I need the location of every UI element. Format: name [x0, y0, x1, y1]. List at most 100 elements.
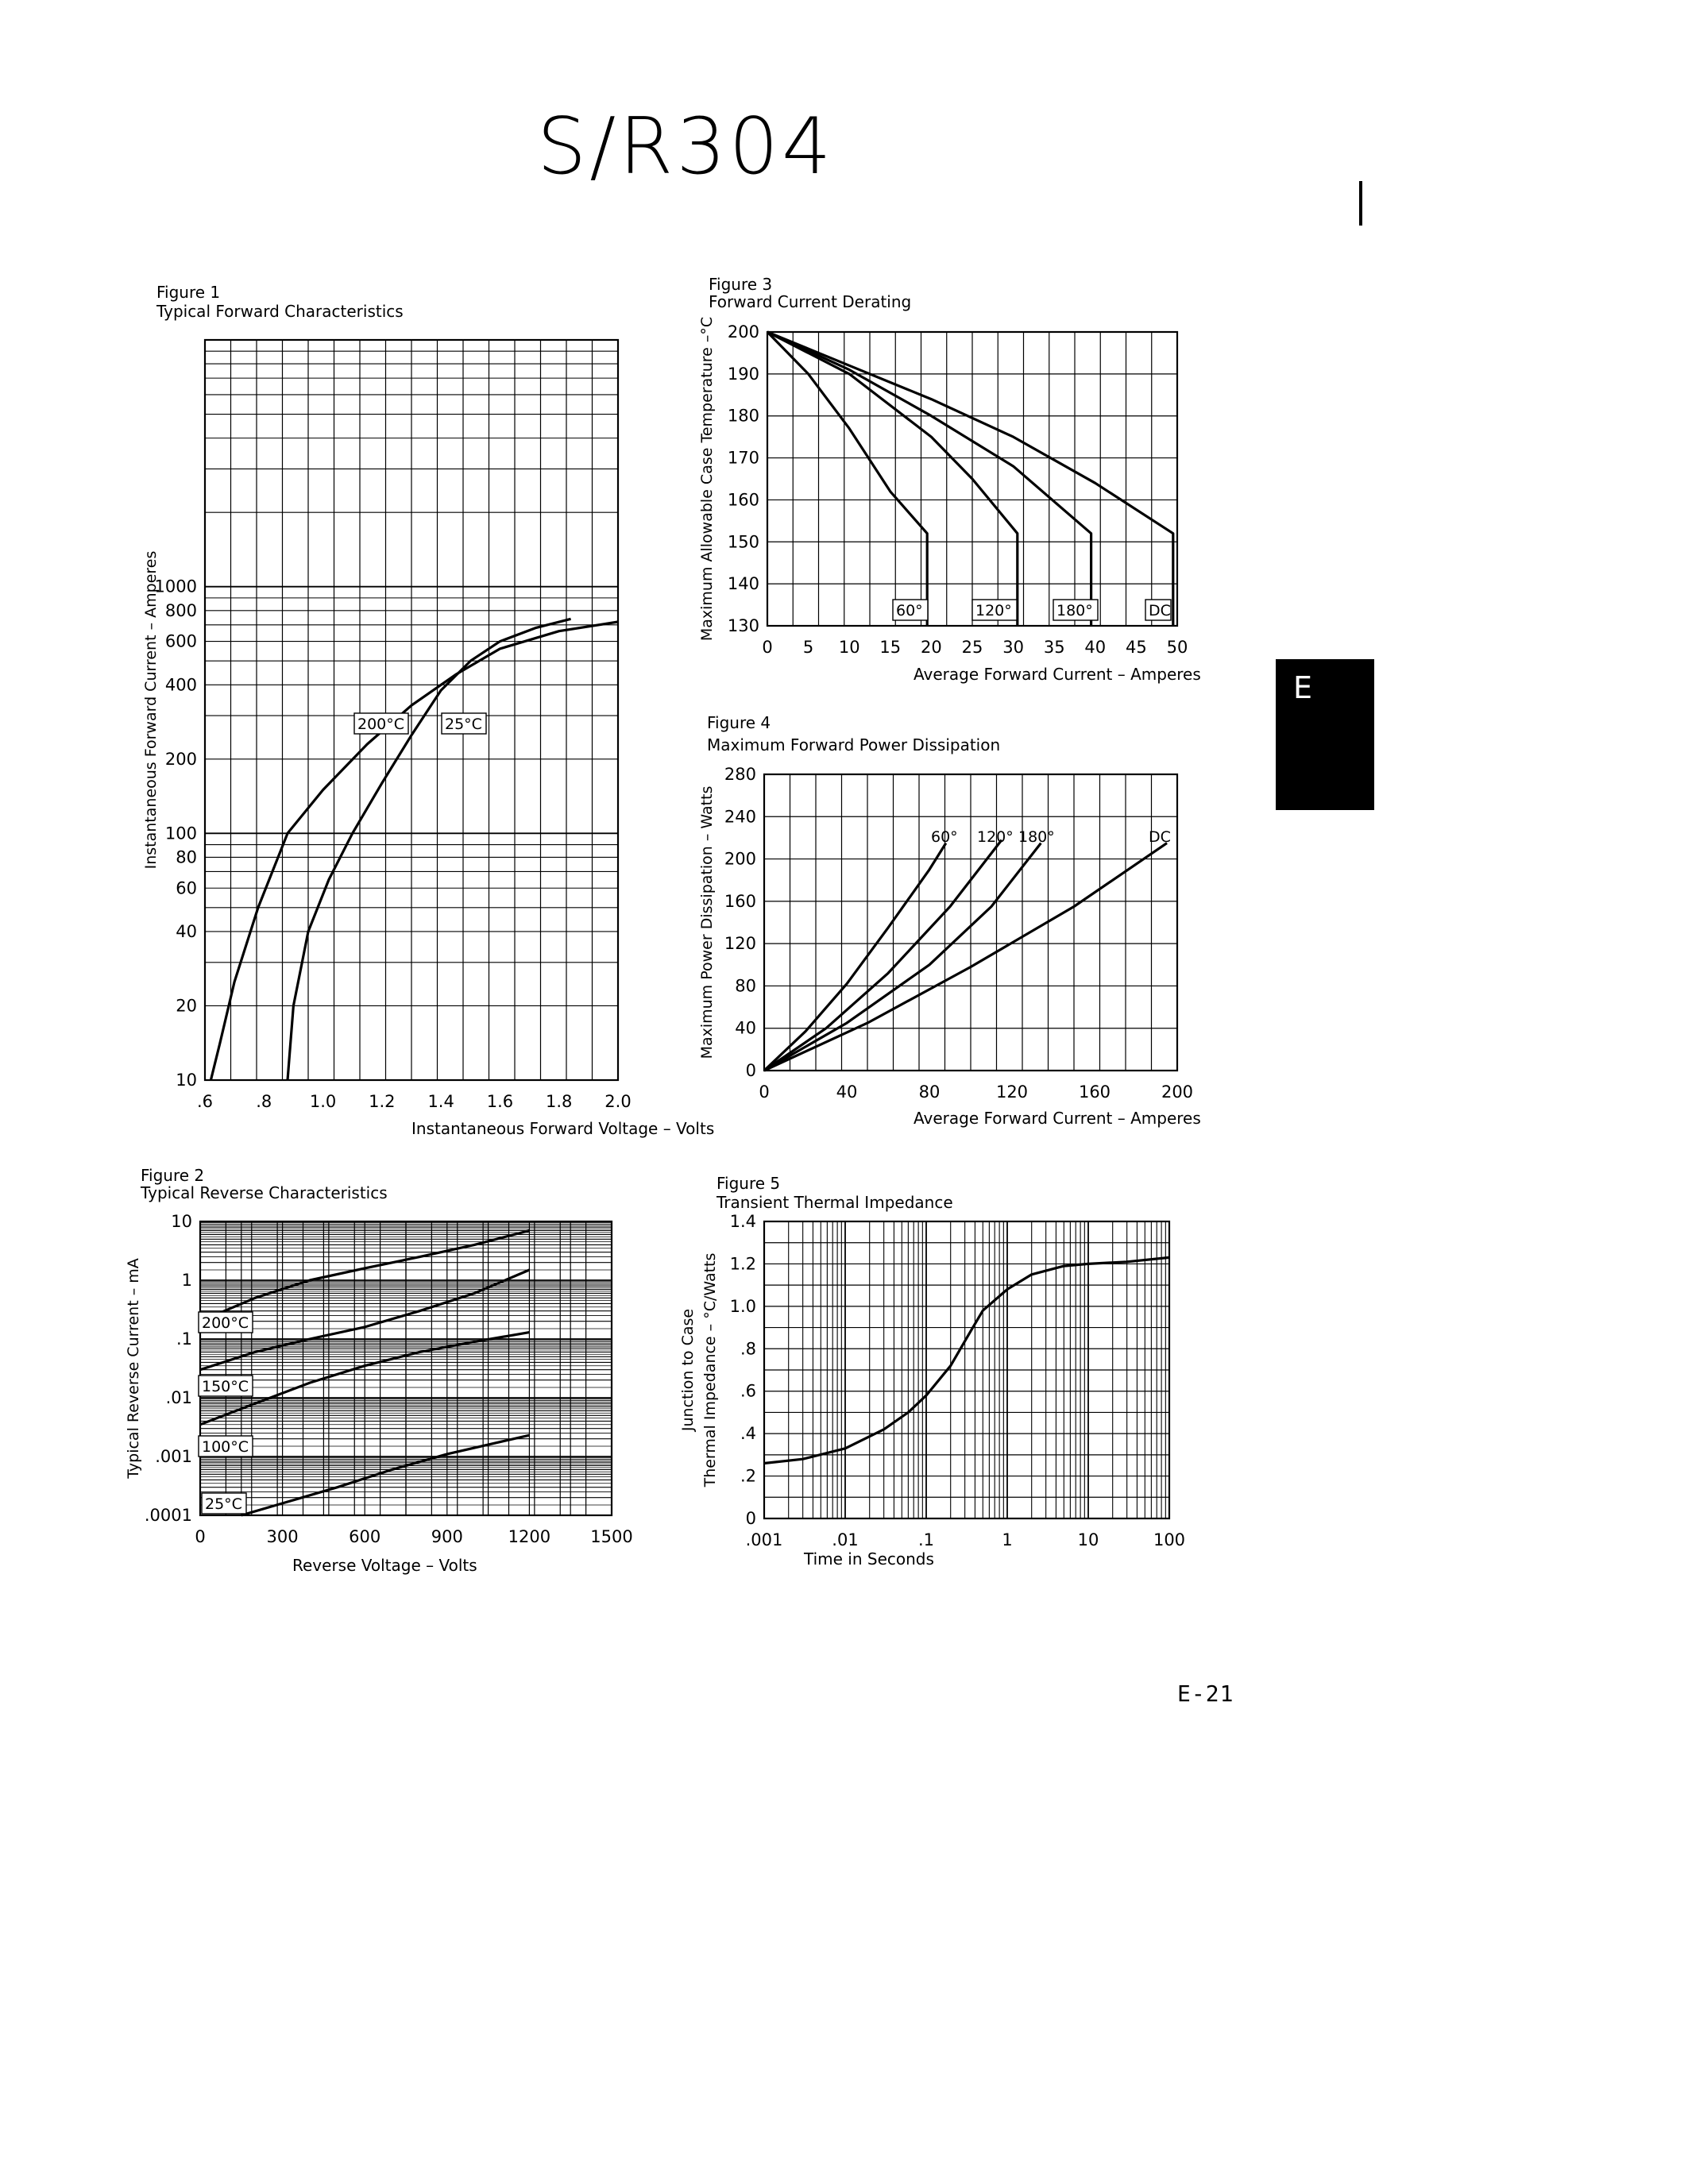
series-label: 120° — [977, 828, 1014, 846]
y-tick-label: .8 — [740, 1339, 756, 1358]
x-tick-label: 1.2 — [369, 1092, 395, 1111]
series-label: 200°C — [202, 1314, 249, 1332]
y-tick-label: 240 — [724, 807, 756, 826]
series-label-box — [1145, 599, 1172, 621]
x-tick-label: 900 — [431, 1527, 463, 1546]
y-axis-label: Maximum Power Dissipation – Watts — [698, 786, 716, 1059]
x-tick-label: 160 — [1079, 1082, 1111, 1102]
page-number: E-21 — [1177, 1680, 1234, 1707]
series-label-box — [201, 1492, 247, 1515]
y-tick-label: 1000 — [155, 577, 197, 596]
series-line-25C — [241, 1433, 530, 1517]
y-tick-label: .4 — [740, 1424, 756, 1443]
figure1-frame — [203, 338, 620, 1082]
y-tick-label: 0 — [746, 1061, 756, 1080]
figure5-title: Transient Thermal Impedance — [717, 1193, 953, 1212]
y-tick-label: 1.2 — [730, 1254, 756, 1273]
y-tick-label: .0001 — [145, 1506, 192, 1525]
x-tick-label: 1 — [1002, 1530, 1012, 1549]
x-tick-label: 1200 — [508, 1527, 550, 1546]
series-label: 120° — [975, 602, 1012, 619]
figure3-plot: 0 5 10 15 20 25 30 35 40 45 50 130 140 150 160 170 180 19… — [698, 317, 1201, 684]
series-line-60 — [766, 330, 929, 626]
x-tick-label: 5 — [803, 638, 813, 657]
y-tick-label: 200 — [724, 850, 756, 869]
y-tick-label: .2 — [740, 1467, 756, 1486]
figure2-label: Figure 2 — [141, 1166, 205, 1185]
y-tick-label: 40 — [176, 922, 197, 941]
x-tick-label: 1.0 — [310, 1092, 336, 1111]
x-tick-label: 45 — [1126, 638, 1147, 657]
x-tick-label: 0 — [762, 638, 772, 657]
figure3-frame — [766, 330, 1179, 627]
figure3-title: Forward Current Derating — [709, 292, 912, 311]
y-tick-label: 1.0 — [730, 1297, 756, 1316]
figure5-grid — [763, 1221, 1169, 1519]
x-axis-label: Average Forward Current – Amperes — [914, 1109, 1201, 1128]
x-tick-label: 1.4 — [427, 1092, 454, 1111]
y-tick-label: 1 — [182, 1271, 192, 1290]
series-label-box — [198, 1311, 253, 1333]
y-tick-label: 800 — [165, 601, 197, 620]
x-tick-label: 40 — [1084, 638, 1106, 657]
x-tick-label: 50 — [1167, 638, 1188, 657]
y-tick-label: 80 — [176, 847, 197, 866]
figure2-plot: 0 300 600 900 1200 1500 .0001 .001 .01 .1 1 10 Rever… — [125, 1212, 633, 1575]
x-tick-label: .6 — [197, 1092, 213, 1111]
x-tick-label: .001 — [746, 1530, 783, 1549]
y-tick-label: .1 — [176, 1329, 192, 1349]
series-label: 150°C — [202, 1378, 249, 1395]
x-tick-label: .8 — [256, 1092, 272, 1111]
y-tick-label: 1.4 — [730, 1212, 756, 1231]
y-tick-label: 10 — [171, 1212, 192, 1231]
figure4-plot: 0 40 80 120 160 200 0 40 80 120 160 200 240 280 Averag… — [698, 765, 1201, 1128]
series-line-curve — [763, 1256, 1170, 1465]
y-tick-label: 190 — [728, 365, 759, 384]
margin-rule — [1359, 181, 1362, 226]
y-tick-label: .001 — [155, 1447, 192, 1466]
series-label: DC — [1149, 828, 1171, 846]
series-line-180 — [763, 842, 1042, 1072]
y-axis-label: Instantaneous Forward Current – Amperes — [142, 551, 160, 870]
x-tick-label: 40 — [836, 1082, 858, 1102]
series-line-200C — [209, 620, 619, 1081]
figure3-label: Figure 3 — [709, 275, 773, 294]
figure2-title: Typical Reverse Characteristics — [141, 1183, 388, 1202]
y-tick-label: 150 — [728, 532, 759, 551]
x-tick-label: 1.6 — [487, 1092, 513, 1111]
series-label-box — [198, 1435, 253, 1457]
x-axis-label: Time in Seconds — [803, 1549, 934, 1569]
y-tick-label: 60 — [176, 878, 197, 897]
series-line-200C — [199, 1229, 530, 1323]
x-tick-label: 300 — [267, 1527, 299, 1546]
x-tick-label: 15 — [879, 638, 901, 657]
x-tick-label: 1500 — [590, 1527, 632, 1546]
series-label-box — [353, 712, 409, 735]
series-line-DC — [767, 330, 1175, 626]
y-tick-label: 140 — [728, 574, 759, 593]
series-label-box — [441, 712, 487, 735]
series-label: 100°C — [202, 1438, 249, 1456]
y-tick-label: 280 — [724, 765, 756, 784]
y-tick-label: 600 — [165, 632, 197, 651]
series-label-box — [198, 1375, 253, 1397]
series-label-box — [971, 599, 1018, 621]
series-line-180 — [767, 330, 1093, 626]
y-tick-label: 80 — [735, 976, 756, 995]
x-tick-label: 35 — [1044, 638, 1065, 657]
section-tab-letter: E — [1293, 670, 1313, 705]
y-tick-label: 400 — [165, 675, 197, 694]
figure4-frame — [763, 773, 1179, 1072]
x-tick-label: 0 — [759, 1082, 769, 1102]
y-axis-label: Maximum Allowable Case Temperature –°C — [698, 317, 716, 641]
y-tick-label: 180 — [728, 407, 759, 426]
series-label-box — [892, 599, 929, 621]
series-label: DC — [1149, 602, 1171, 619]
y-tick-label: 120 — [724, 934, 756, 953]
series-line-120 — [763, 839, 1003, 1072]
series-label: 60° — [896, 602, 923, 619]
series-label: 25°C — [445, 716, 482, 733]
